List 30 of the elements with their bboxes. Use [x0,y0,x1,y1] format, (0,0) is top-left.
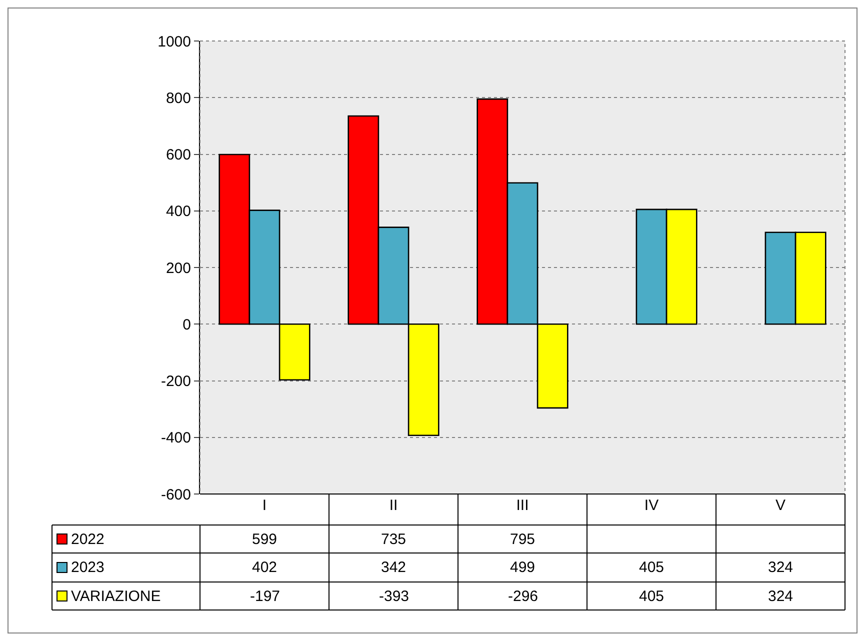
y-tick-label: -400 [160,430,191,447]
data-label: 599 [252,531,278,548]
data-label: 405 [639,588,664,605]
data-label: 795 [510,531,536,548]
data-label: -197 [250,588,280,605]
data-label: -393 [379,588,410,605]
x-tick-label: IV [644,497,659,514]
y-tick-label: -200 [160,373,191,390]
y-tick-label: 200 [166,260,191,277]
data-label: 735 [381,531,406,548]
x-tick-label: III [516,497,529,514]
data-label: 324 [768,559,794,576]
data-label: -296 [508,588,538,605]
y-tick-label: 0 [182,316,191,334]
y-tick-label: 400 [166,203,191,220]
y-tick-label: -600 [160,486,191,504]
legend-label: VARIAZIONE [71,588,161,605]
x-tick-label: I [262,497,267,514]
data-label: 402 [252,559,278,576]
y-tick-label: 600 [166,146,191,164]
x-tick-label: V [775,497,786,514]
y-tick-label: 1000 [158,33,191,50]
data-label: 324 [768,588,794,605]
data-label: 405 [639,559,664,576]
x-tick-label: II [389,497,398,514]
data-label: 499 [510,559,536,576]
y-tick-label: 800 [166,90,191,107]
legend-label: 2023 [71,559,104,576]
data-label: 342 [381,559,406,576]
legend-label: 2022 [71,531,104,548]
